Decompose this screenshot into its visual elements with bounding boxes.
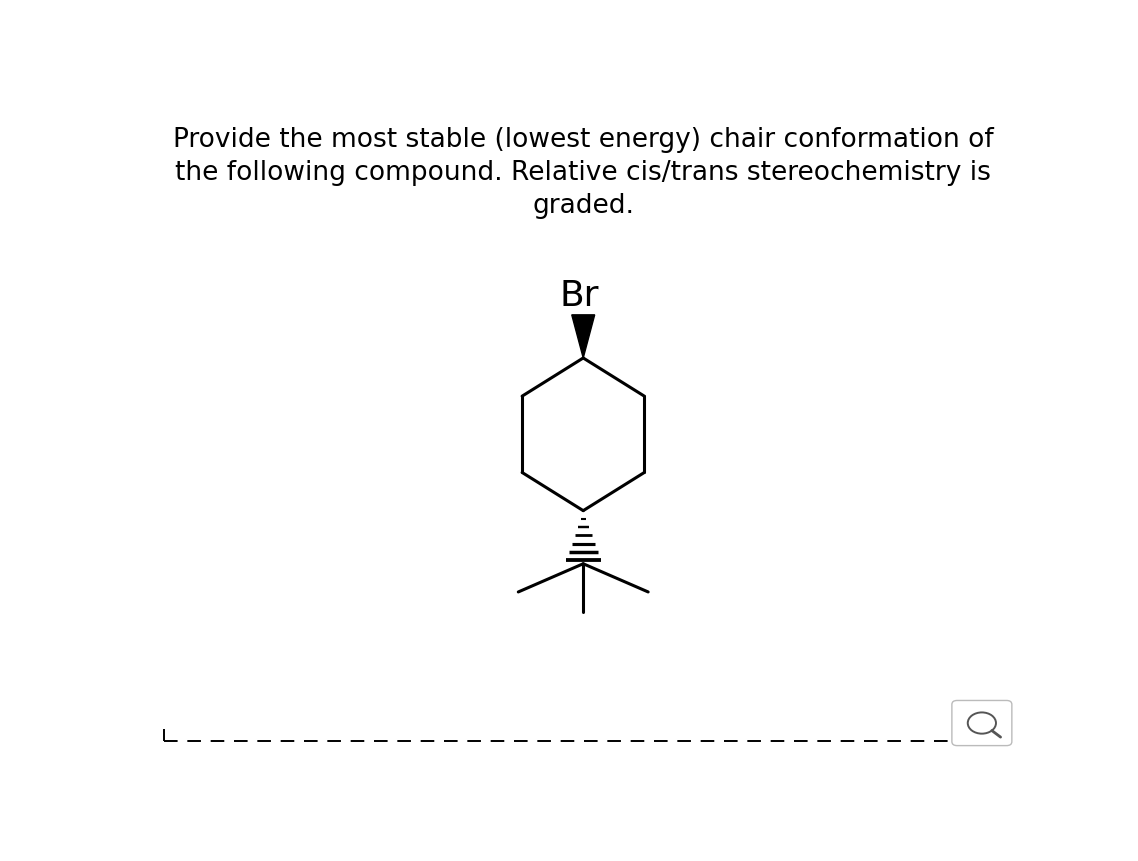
Text: Br: Br: [559, 278, 599, 313]
FancyBboxPatch shape: [951, 701, 1012, 746]
Text: Provide the most stable (lowest energy) chair conformation of: Provide the most stable (lowest energy) …: [173, 127, 993, 152]
Polygon shape: [571, 315, 595, 358]
Text: graded.: graded.: [533, 193, 634, 219]
Text: the following compound. Relative cis/trans stereochemistry is: the following compound. Relative cis/tra…: [175, 160, 991, 186]
